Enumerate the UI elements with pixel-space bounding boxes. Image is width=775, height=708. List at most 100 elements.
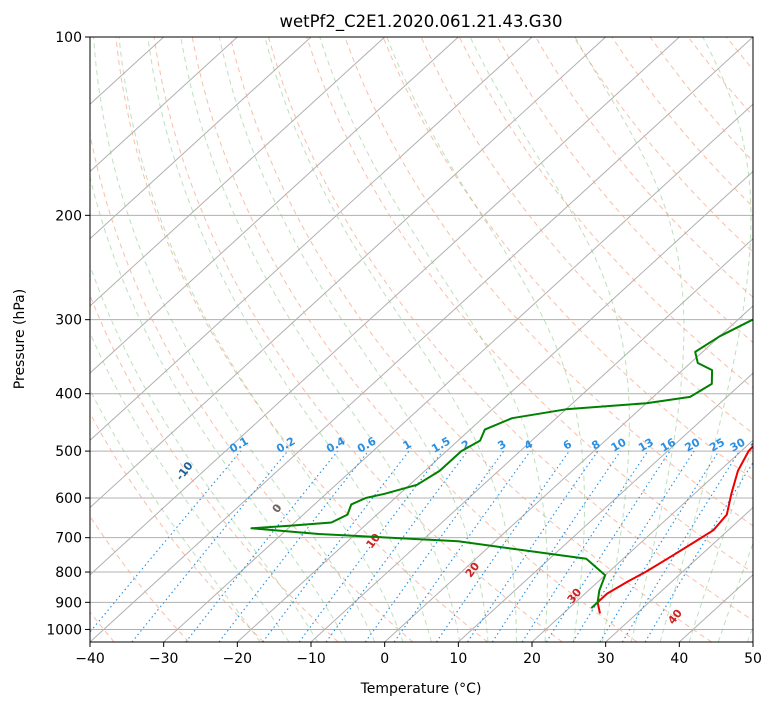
moist-adiabat [90, 331, 290, 642]
x-tick-label: 50 [744, 651, 762, 667]
moist-adiabat [747, 625, 753, 642]
dry-adiabat [115, 37, 488, 642]
dry-adiabat [687, 37, 753, 117]
dry-adiabat [229, 37, 712, 642]
mixing-ratio-label: 36 [748, 435, 768, 454]
mixing-ratio-line [491, 450, 621, 642]
moist-adiabat [218, 37, 489, 642]
y-tick-label: 1000 [46, 622, 82, 638]
x-tick-label: −40 [75, 651, 105, 667]
axes: −40 −30 −20 −10 0 10 20 30 40 5010020030040050060… [46, 30, 762, 667]
dry-adiabat [153, 37, 563, 642]
mixing-ratio-line [218, 450, 369, 642]
mixing-ratio-label: 10 [609, 435, 629, 454]
mixing-ratio-line [572, 450, 695, 642]
dry-adiabat-label: 40 [665, 606, 685, 626]
isotherm [163, 103, 753, 642]
dewpoint-profile [250, 318, 753, 609]
moist-adiabat [90, 264, 319, 642]
mixing-ratio-line [599, 450, 720, 642]
dry-adiabat-label: 20 [463, 560, 483, 580]
moist-adiabat [93, 37, 376, 642]
dry-adiabat [191, 37, 638, 642]
isotherm [752, 641, 753, 642]
isotherm [90, 37, 753, 642]
mixing-ratio-label: 0.4 [324, 434, 348, 455]
isotherm [605, 506, 753, 642]
mixing-ratio-line [435, 450, 570, 642]
mixing-ratio-label: 30 [728, 435, 748, 454]
mixing-ratio-line [521, 450, 649, 642]
temperature-profile [596, 444, 753, 614]
mixing-ratio-label: 13 [636, 436, 656, 455]
isotherm [90, 37, 386, 307]
dry-adiabat-label: 30 [565, 586, 585, 606]
moist-adiabat [90, 388, 261, 642]
moist-adiabat [688, 442, 753, 642]
plot-frame [89, 36, 754, 643]
mixing-ratio-line [467, 450, 599, 642]
y-tick-label: 300 [55, 313, 82, 329]
y-tick-label: 700 [55, 531, 82, 547]
isotherm [236, 170, 753, 642]
x-tick-label: 10 [449, 651, 467, 667]
dry-adiabat [90, 131, 414, 642]
isotherm [531, 439, 753, 642]
mixing-ratio-line [131, 450, 289, 642]
mixing-ratio-label: 1 [401, 438, 414, 453]
mixing-ratio-line [185, 450, 339, 642]
y-tick-label: 200 [55, 208, 82, 224]
x-axis-title: Temperature (°C) [360, 681, 482, 697]
x-tick-label: 30 [597, 651, 615, 667]
dry-adiabat [458, 37, 753, 389]
dry-adiabat [90, 293, 339, 642]
dry-adiabat-label: -10 [173, 459, 196, 483]
mixing-ratio-line [262, 450, 410, 642]
moist-adiabat [574, 37, 685, 642]
y-tick-label: 400 [55, 387, 82, 403]
mixing-ratio-line [393, 450, 531, 642]
mixing-ratio-label: 16 [658, 435, 678, 454]
moist-adiabat [264, 37, 517, 642]
mixing-ratio-label: 25 [707, 436, 727, 455]
isotherm [90, 37, 607, 509]
isotherm [457, 372, 753, 642]
dry-adiabat [726, 37, 753, 71]
mixing-ratio-line [621, 450, 740, 642]
mixing-ratio-label: 0.1 [227, 435, 250, 456]
y-tick-label: 900 [55, 595, 82, 611]
dry-adiabat [268, 37, 753, 622]
dry-adiabat-label: -20 [43, 328, 66, 352]
dry-adiabat [496, 37, 753, 344]
y-tick-label: 800 [55, 565, 82, 581]
mixing-ratio-line [90, 450, 242, 633]
moist-adiabat [386, 37, 585, 642]
x-tick-label: −30 [149, 651, 179, 667]
dry-adiabat [90, 515, 190, 642]
moist-adiabat [180, 37, 461, 642]
mixing-ratio-line [325, 450, 468, 642]
dry-adiabat [306, 37, 753, 574]
moist-adiabat [659, 37, 752, 642]
dry-adiabat [649, 37, 753, 163]
moist-adiabat [147, 37, 432, 642]
moist-adiabat [90, 174, 347, 642]
x-tick-label: 0 [380, 651, 389, 667]
x-tick-label: −20 [223, 651, 253, 667]
moist-adiabat [118, 37, 404, 642]
isotherm [90, 37, 459, 374]
mixing-ratio-line [364, 450, 505, 642]
isotherm [90, 37, 238, 173]
dry-adiabat [344, 37, 753, 527]
isotherm [90, 37, 680, 576]
dry-adiabat [611, 37, 753, 208]
dry-adiabat [90, 412, 264, 642]
profile-lines [250, 318, 753, 614]
dry-adiabat [573, 37, 753, 253]
line-labels: 0.10.20.40.611.52346810131620253036-100-… [43, 328, 768, 626]
y-tick-label: 100 [55, 30, 82, 46]
mixing-ratio-label: 0.6 [355, 434, 379, 455]
mixing-ratio-line [644, 461, 753, 642]
mixing-ratio-label: 6 [561, 437, 574, 452]
